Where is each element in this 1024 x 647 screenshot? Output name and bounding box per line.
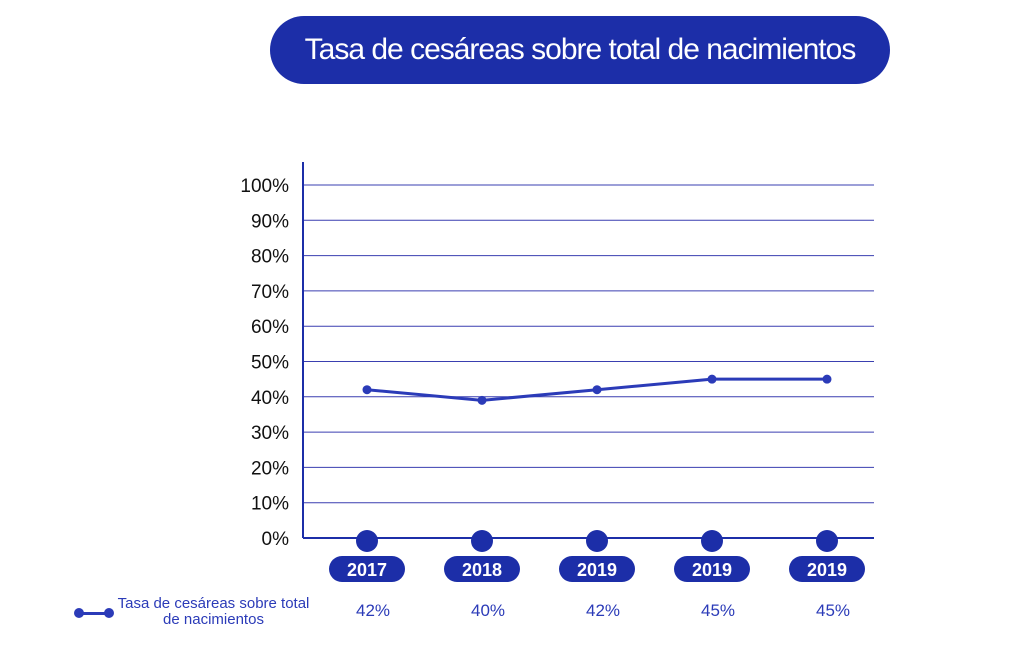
y-tick-label: 80%	[251, 247, 289, 268]
category-marker	[356, 530, 378, 552]
y-tick-label: 40%	[251, 388, 289, 409]
x-tick-label: 2018	[462, 560, 502, 580]
y-tick-label: 50%	[251, 353, 289, 374]
y-tick-label: 20%	[251, 458, 289, 479]
data-point	[707, 374, 717, 384]
data-point	[592, 385, 602, 395]
y-tick-label: 70%	[251, 282, 289, 303]
data-point	[822, 374, 832, 384]
category-marker	[816, 530, 838, 552]
legend: Tasa de cesáreas sobre total de nacimien…	[72, 596, 312, 632]
legend-dot-icon	[74, 608, 84, 618]
y-tick-label: 60%	[251, 317, 289, 338]
chart-title-pill: Tasa de cesáreas sobre total de nacimien…	[270, 16, 890, 84]
category-marker	[471, 530, 493, 552]
y-tick-label: 0%	[262, 529, 290, 550]
y-tick-label: 100%	[240, 176, 289, 197]
category-pill	[789, 556, 865, 582]
category-pill	[444, 556, 520, 582]
category-marker	[701, 530, 723, 552]
category-pill	[559, 556, 635, 582]
y-tick-label: 30%	[251, 423, 289, 444]
x-tick-label: 2017	[347, 560, 387, 580]
data-value-label: 42%	[356, 601, 390, 620]
legend-line-icon	[78, 612, 110, 615]
category-marker	[586, 530, 608, 552]
category-pill	[674, 556, 750, 582]
data-point	[477, 395, 487, 405]
data-value-label: 42%	[586, 601, 620, 620]
x-tick-label: 2019	[807, 560, 847, 580]
data-value-label: 45%	[816, 601, 850, 620]
chart-title: Tasa de cesáreas sobre total de nacimien…	[304, 33, 857, 66]
y-tick-label: 90%	[251, 211, 289, 232]
category-pill	[329, 556, 405, 582]
data-value-label: 40%	[471, 601, 505, 620]
data-value-label: 45%	[701, 601, 735, 620]
y-tick-label: 10%	[251, 494, 289, 515]
x-tick-label: 2019	[577, 560, 617, 580]
legend-label: Tasa de cesáreas sobre total de nacimien…	[117, 595, 310, 628]
legend-dot-icon	[104, 608, 114, 618]
x-tick-label: 2019	[692, 560, 732, 580]
data-point	[362, 385, 372, 395]
